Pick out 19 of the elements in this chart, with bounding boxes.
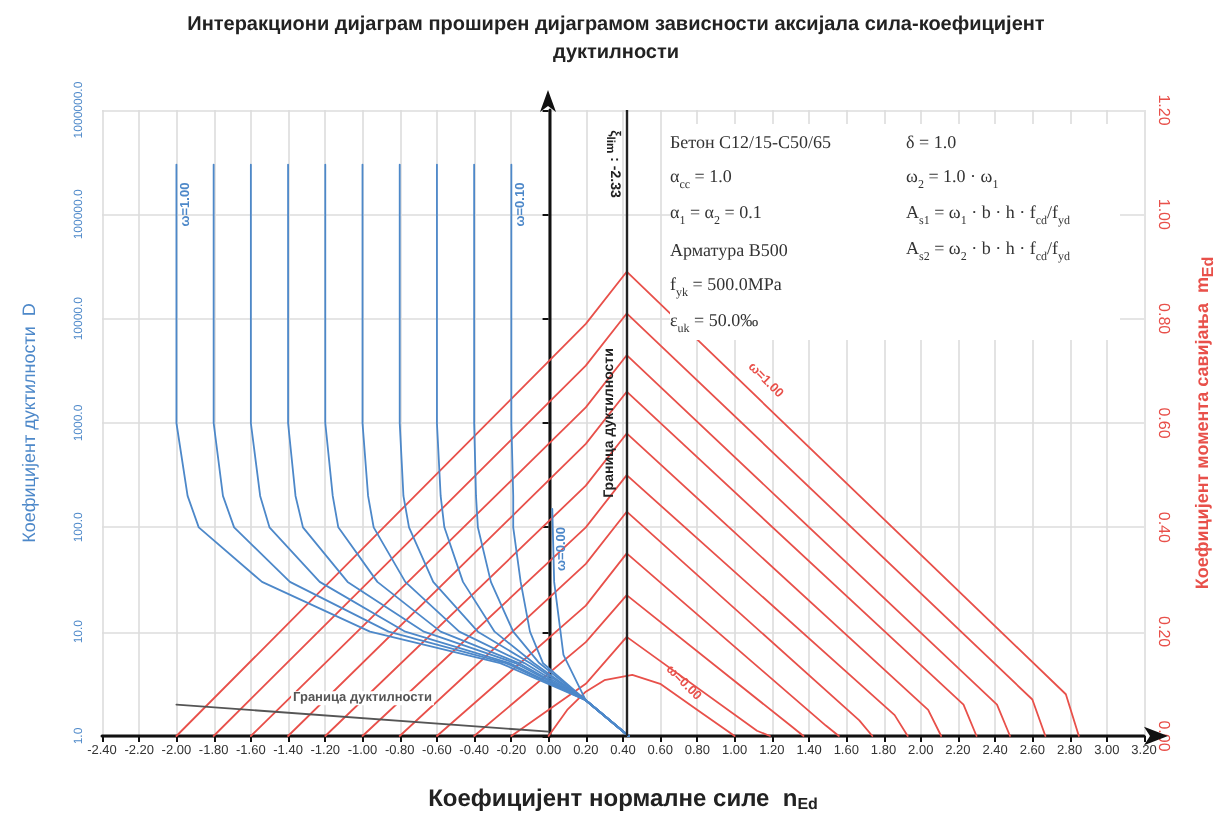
annotation: ε$_{uk}$ = 50.0‰ [670, 309, 761, 335]
annotation: A$_{s1}$ = ω$_{1}$ · b · h · f$_{cd}$/f$_{yd}$ [906, 201, 1073, 227]
annotation: ω$_{2}$ = 1.0 · ω$_{1}$ [906, 165, 1001, 191]
y2-tick-label: 1.00 [1155, 198, 1173, 231]
y2-tick-label: 0.40 [1155, 511, 1173, 544]
annotation: α$_{1}$ = α$_{2}$ = 0.1 [670, 201, 764, 227]
y2-axis-title: Коефицијент момента савијања mEd [1192, 256, 1217, 590]
y2-tick-label: 1.20 [1155, 94, 1173, 127]
y2-tick-label: 0.80 [1155, 303, 1173, 336]
y2-tick-label: 0.60 [1155, 407, 1173, 440]
annotation: α$_{cc}$ = 1.0 [670, 165, 734, 191]
chart-title: Интеракциони дијаграм проширен дијаграмом зависности аксијала сила-коефицијент дуктилности [185, 12, 1047, 68]
annotation: δ = 1.0 [906, 132, 959, 152]
annotation: Арматура B500 [670, 240, 790, 260]
y-axis-title: Коефицијент дуктилности D [19, 302, 39, 543]
annotation: f$_{yk}$ = 500.0MPa [670, 273, 784, 299]
annotation: A$_{s2}$ = ω$_{2}$ · b · h · f$_{cd}$/f$_{yd}$ [906, 237, 1073, 263]
annotation: Бетон C12/15-C50/65 [670, 132, 834, 152]
y2-tick-label: 0.20 [1155, 616, 1173, 649]
